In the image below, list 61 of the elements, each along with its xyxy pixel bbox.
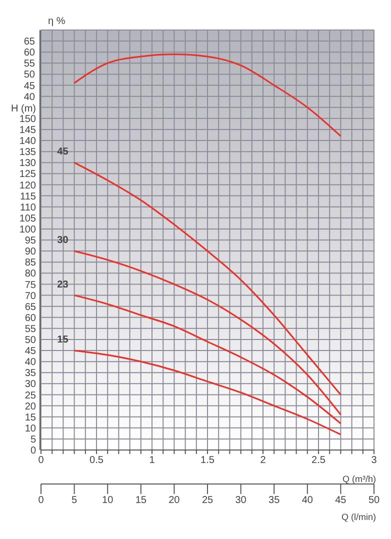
x2-tick-label: 30 bbox=[235, 495, 247, 506]
x-axis-title: Q (m³/h) bbox=[342, 474, 376, 484]
y-tick-label: 95 bbox=[24, 236, 36, 247]
x-tick-label: 0.5 bbox=[90, 455, 104, 466]
y-tick-label: 100 bbox=[19, 224, 36, 236]
x2-tick-label: 45 bbox=[335, 495, 347, 506]
y-tick-label: 5 bbox=[30, 434, 36, 446]
x2-tick-label: 35 bbox=[268, 495, 280, 506]
y-tick-label: 60 bbox=[24, 312, 36, 324]
y-tick-label: 0 bbox=[30, 446, 36, 457]
x-tick-label: 0 bbox=[38, 455, 44, 466]
y-tick-label: 75 bbox=[24, 280, 36, 291]
series-label: 45 bbox=[57, 146, 69, 158]
y-tick-label: 35 bbox=[24, 368, 36, 380]
y-tick-label: 140 bbox=[19, 136, 36, 148]
line-series bbox=[74, 294, 342, 424]
x-tick-label: 1.5 bbox=[200, 455, 215, 466]
x2-tick-label: 40 bbox=[302, 495, 314, 506]
y-tick-label: 105 bbox=[19, 213, 36, 224]
x2-tick-label: 10 bbox=[102, 495, 114, 506]
x2-tick-label: 5 bbox=[72, 495, 78, 506]
x2-tick-label: 20 bbox=[168, 495, 180, 506]
x-tick-label: 3 bbox=[371, 455, 378, 466]
line-series bbox=[74, 350, 342, 436]
y-tick-label: 70 bbox=[24, 290, 36, 302]
x2-tick-label: 15 bbox=[135, 495, 147, 506]
y-tick-label: 30 bbox=[24, 379, 36, 390]
series-label: 30 bbox=[57, 235, 69, 246]
y-tick-label: 20 bbox=[24, 401, 36, 412]
y-tick-label: 110 bbox=[20, 202, 36, 214]
y-tick-label: 55 bbox=[24, 324, 36, 335]
y-tick-label: 145 bbox=[19, 125, 36, 136]
y-tick-label: 90 bbox=[24, 246, 36, 258]
y-tick-label: 150 bbox=[19, 114, 36, 125]
x2-tick-label: 50 bbox=[368, 495, 380, 506]
y-tick-label: 125 bbox=[19, 169, 36, 180]
y-axis-title: H (m) bbox=[11, 103, 36, 114]
x-tick-label: 2 bbox=[260, 455, 266, 466]
y-tick-label: 115 bbox=[20, 191, 36, 202]
y-tick-label: 50 bbox=[24, 335, 36, 346]
x2-tick-label: 0 bbox=[38, 495, 44, 506]
line-series bbox=[74, 54, 342, 137]
y-tick-label: 120 bbox=[19, 180, 36, 192]
y2-axis-title: η % bbox=[48, 16, 66, 27]
line-series bbox=[74, 162, 342, 396]
y-tick-label: 85 bbox=[24, 258, 36, 269]
y-tick-label: 10 bbox=[24, 423, 36, 434]
x-tick-label: 1 bbox=[149, 455, 156, 466]
line-series bbox=[74, 250, 342, 416]
y-tick-label: 45 bbox=[24, 346, 36, 358]
y-tick-label: 15 bbox=[24, 412, 36, 424]
x2-tick-label: 25 bbox=[202, 495, 214, 506]
series-label: 23 bbox=[57, 279, 69, 290]
y-tick-label: 80 bbox=[24, 268, 36, 280]
x2-axis-title: Q (l/min) bbox=[342, 512, 376, 522]
x-tick-label: 2.5 bbox=[312, 455, 326, 466]
y-tick-label: 130 bbox=[19, 158, 36, 170]
y-tick-label: 25 bbox=[24, 390, 36, 402]
y-tick-label: 40 bbox=[24, 357, 36, 368]
y-tick-label: 135 bbox=[19, 147, 36, 158]
y-tick-label: 65 bbox=[24, 302, 36, 313]
